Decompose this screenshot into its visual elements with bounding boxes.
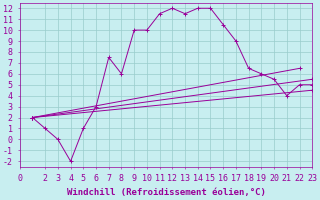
X-axis label: Windchill (Refroidissement éolien,°C): Windchill (Refroidissement éolien,°C)	[67, 188, 265, 197]
